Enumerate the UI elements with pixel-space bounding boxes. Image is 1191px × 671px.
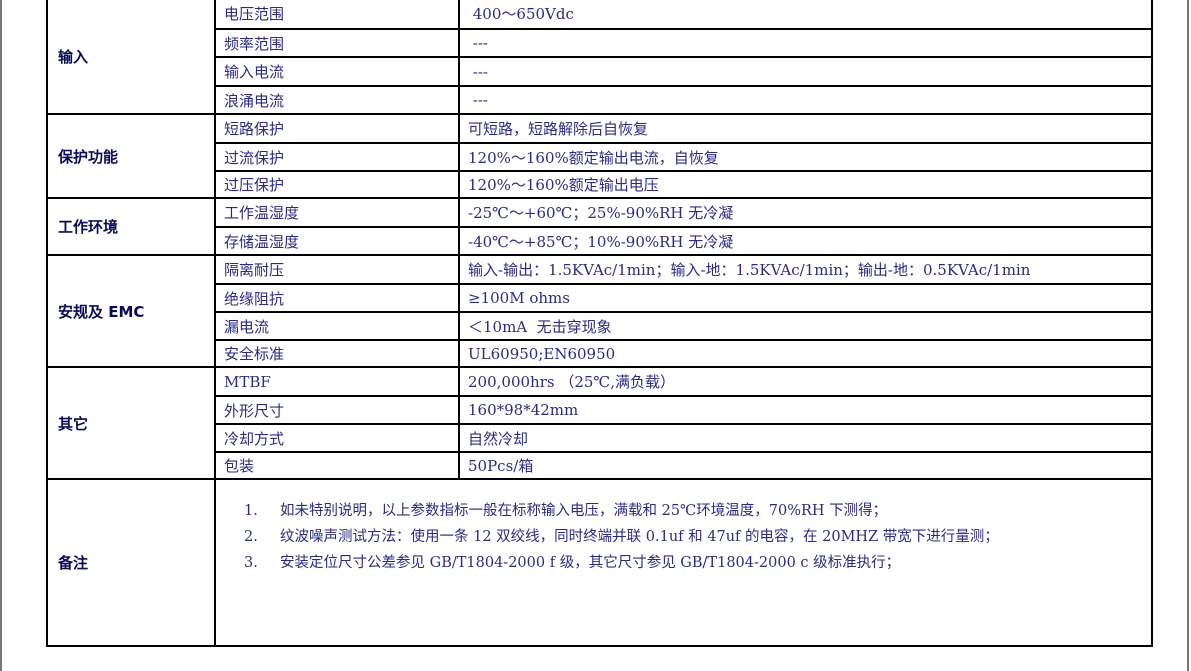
spec-value: --- bbox=[458, 56, 1153, 87]
spec-row: 漏电流 ＜10mA 无击穿现象 bbox=[47, 311, 1153, 341]
note-number: 2. bbox=[244, 529, 258, 545]
spec-row: 安规及 EMC 隔离耐压 输入-输出：1.5KVAc/1min；输入-地：1.5KV… bbox=[46, 254, 1153, 368]
spec-item: 过压保护 bbox=[214, 170, 460, 199]
spec-table: 输入 电压范围 400～650Vdc 频率范围 --- 输入电流 --- 浪涌电流 --… bbox=[46, 0, 1153, 647]
spec-item: 浪涌电流 bbox=[214, 85, 460, 115]
spec-row: 绝缘阻抗 ≥100M ohms bbox=[47, 283, 1153, 313]
spec-item: 冷却方式 bbox=[214, 423, 460, 453]
page-edge-right bbox=[1187, 0, 1189, 671]
note-item: 2. 纹波噪声测试方法：使用一条 12 双绞线，同时终端并联 0.1uf 和 47… bbox=[244, 524, 1150, 550]
notes-row: 备注 1. 如未特别说明，以上参数指标一般在标称输入电压，满载和 25℃环境温度，… bbox=[46, 478, 1153, 647]
group-label: 保护功能 bbox=[46, 113, 216, 199]
spec-value: 160*98*42mm bbox=[458, 395, 1153, 425]
spec-value: --- bbox=[458, 28, 1153, 58]
spec-value: ≥100M ohms bbox=[458, 283, 1153, 313]
spec-row: 保护功能 短路保护 可短路，短路解除后自恢复 bbox=[46, 113, 1153, 199]
spec-item: 频率范围 bbox=[214, 28, 460, 58]
spec-item: 绝缘阻抗 bbox=[214, 283, 460, 313]
spec-item: 短路保护 bbox=[214, 113, 460, 144]
spec-item: 包装 bbox=[214, 451, 460, 480]
spec-row: 存储温湿度 -40℃～+85℃；10%-90%RH 无冷凝 bbox=[47, 226, 1153, 256]
group-label: 其它 bbox=[46, 366, 216, 480]
spec-item: MTBF bbox=[214, 366, 460, 397]
spec-value: 输入-输出：1.5KVAc/1min；输入-地：1.5KVAc/1min；输出-… bbox=[458, 254, 1153, 285]
note-number: 1. bbox=[244, 503, 258, 519]
note-number: 3. bbox=[244, 555, 258, 571]
spec-value: -25℃～+60℃；25%-90%RH 无冷凝 bbox=[458, 197, 1153, 228]
spec-value: -40℃～+85℃；10%-90%RH 无冷凝 bbox=[458, 226, 1153, 256]
spec-value: 可短路，短路解除后自恢复 bbox=[458, 113, 1153, 144]
group-label: 工作环境 bbox=[46, 197, 216, 256]
note-text: 如未特别说明，以上参数指标一般在标称输入电压，满载和 25℃环境温度，70%RH… bbox=[280, 503, 888, 519]
spec-row: 工作环境 工作温湿度 -25℃～+60℃；25%-90%RH 无冷凝 bbox=[46, 197, 1153, 256]
spec-row: 频率范围 --- bbox=[47, 28, 1153, 58]
spec-value: 400～650Vdc bbox=[458, 0, 1153, 30]
page-edge-left bbox=[0, 0, 2, 671]
spec-item: 漏电流 bbox=[214, 311, 460, 341]
note-text: 安装定位尺寸公差参见 GB/T1804-2000 f 级，其它尺寸参见 GB/T… bbox=[280, 555, 901, 571]
spec-item: 安全标准 bbox=[214, 339, 460, 368]
spec-item: 过流保护 bbox=[214, 142, 460, 172]
spec-row: 输入 电压范围 400～650Vdc bbox=[46, 0, 1153, 115]
spec-value: 200,000hrs （25℃,满负载） bbox=[458, 366, 1153, 397]
spec-row: 过流保护 120%～160%额定输出电流，自恢复 bbox=[47, 142, 1153, 172]
spec-value: 120%～160%额定输出电流，自恢复 bbox=[458, 142, 1153, 172]
spec-item: 存储温湿度 bbox=[214, 226, 460, 256]
note-text: 纹波噪声测试方法：使用一条 12 双绞线，同时终端并联 0.1uf 和 47uf… bbox=[280, 529, 999, 545]
note-item: 1. 如未特别说明，以上参数指标一般在标称输入电压，满载和 25℃环境温度，70%… bbox=[244, 498, 1150, 524]
spec-value: 120%～160%额定输出电压 bbox=[458, 170, 1153, 199]
notes-label: 备注 bbox=[46, 478, 216, 647]
group-label: 安规及 EMC bbox=[46, 254, 216, 368]
spec-item: 外形尺寸 bbox=[214, 395, 460, 425]
spec-row: 其它 MTBF 200,000hrs （25℃,满负载） bbox=[46, 366, 1153, 480]
spec-value: UL60950;EN60950 bbox=[458, 339, 1153, 368]
spec-value: 自然冷却 bbox=[458, 423, 1153, 453]
spec-item: 隔离耐压 bbox=[214, 254, 460, 285]
spec-item: 工作温湿度 bbox=[214, 197, 460, 228]
group-label: 输入 bbox=[46, 0, 216, 115]
note-item: 3. 安装定位尺寸公差参见 GB/T1804-2000 f 级，其它尺寸参见 GB… bbox=[244, 550, 1150, 576]
spec-row: 过压保护 120%～160%额定输出电压 bbox=[47, 170, 1153, 199]
spec-value: 50Pcs/箱 bbox=[458, 451, 1153, 480]
spec-row: 浪涌电流 --- bbox=[47, 85, 1153, 115]
spec-row: 冷却方式 自然冷却 bbox=[47, 423, 1153, 453]
spec-item: 输入电流 bbox=[214, 56, 460, 87]
spec-row: 外形尺寸 160*98*42mm bbox=[47, 395, 1153, 425]
spec-row: 输入电流 --- bbox=[47, 56, 1153, 87]
spec-value: ＜10mA 无击穿现象 bbox=[458, 311, 1153, 341]
spec-row: 包装 50Pcs/箱 bbox=[47, 451, 1153, 480]
notes-cell: 1. 如未特别说明，以上参数指标一般在标称输入电压，满载和 25℃环境温度，70%… bbox=[214, 478, 1153, 647]
spec-value: --- bbox=[458, 85, 1153, 115]
spec-row: 安全标准 UL60950;EN60950 bbox=[47, 339, 1153, 368]
spec-item: 电压范围 bbox=[214, 0, 460, 30]
